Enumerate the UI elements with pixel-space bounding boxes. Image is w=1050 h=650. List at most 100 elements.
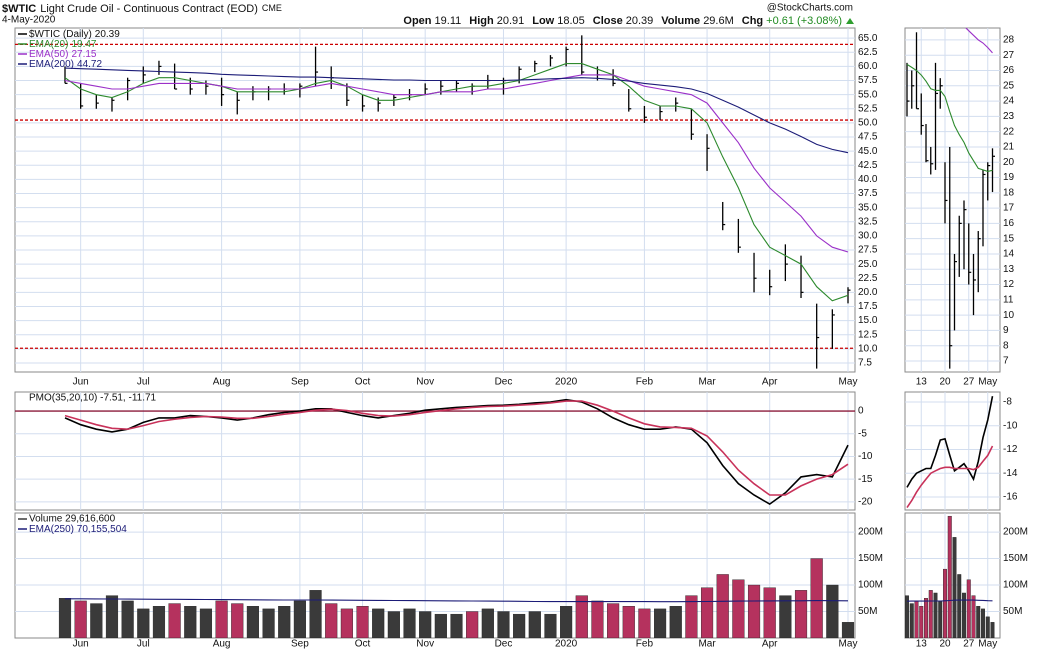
y-tick-label: 52.5 (858, 103, 878, 114)
y-tick-label: 40.0 (858, 174, 878, 185)
volume-bar (481, 608, 494, 638)
x-tick-label: 13 (916, 639, 928, 650)
y-tick-label: 11 (1003, 294, 1014, 305)
volume-bar (215, 600, 228, 638)
quote-label: Open (403, 15, 431, 27)
volume-bar (938, 600, 943, 638)
y-tick-label: 0 (858, 406, 864, 417)
volume-bar (990, 622, 995, 638)
y-tick-label: 13 (1003, 264, 1015, 275)
y-tick-label: 28 (1003, 35, 1015, 46)
volume-bar (528, 611, 541, 638)
volume-bar (747, 584, 761, 638)
y-tick-label: 27 (1003, 50, 1015, 61)
y-tick-label: -10 (1003, 420, 1018, 431)
y-tick-label: 60.0 (858, 61, 878, 72)
symbol: $WTIC (2, 3, 36, 15)
exchange: CME (262, 3, 282, 13)
x-tick-label: 2020 (555, 639, 578, 650)
x-tick-label: Mar (698, 639, 716, 650)
volume-bar (544, 613, 557, 638)
x-tick-label: 20 (939, 377, 951, 388)
series-line (906, 396, 994, 488)
y-tick-label: 200M (858, 527, 883, 538)
plot (15, 513, 855, 638)
x-tick-label: May (978, 377, 997, 388)
x-tick-label: Jun (73, 377, 89, 388)
x-tick-label: 27 (963, 639, 975, 650)
y-tick-label: 27.5 (858, 245, 878, 256)
y-tick-label: 15 (1003, 233, 1015, 244)
y-tick-label: 14 (1003, 249, 1015, 260)
x-tick-label: Apr (762, 377, 778, 388)
volume-bar (309, 590, 322, 638)
y-tick-label: -8 (1003, 397, 1012, 408)
volume-bar (168, 603, 181, 638)
x-tick-label: 20 (939, 639, 951, 650)
y-tick-label: 50.0 (858, 118, 878, 129)
x-tick-label: Feb (636, 639, 654, 650)
y-tick-label: 35.0 (858, 202, 878, 213)
series-line (65, 598, 849, 603)
quote-label: Low (532, 15, 554, 27)
y-tick-label: 12.5 (858, 329, 878, 340)
y-tick-label: 57.5 (858, 75, 878, 86)
volume-bar (278, 606, 291, 638)
y-tick-label: 22.5 (858, 273, 878, 284)
y-tick-label: 24 (1003, 96, 1015, 107)
legend-name: EMA(50) (29, 49, 68, 60)
y-tick-label: 25 (1003, 80, 1015, 91)
legend-name: EMA(250) 70,155,504 (29, 524, 127, 535)
y-tick-label: 21 (1003, 142, 1015, 153)
quote-value: 20.39 (626, 15, 654, 27)
legend-entry: EMA(250) 70,155,504 (29, 524, 127, 535)
volume-bar (716, 574, 729, 638)
volume-bar (184, 606, 197, 638)
volume-bar (591, 600, 604, 638)
legend-value: 19.47 (71, 39, 96, 50)
y-tick-label: 55.0 (858, 89, 878, 100)
volume-bar (966, 579, 971, 638)
legend-value: 20.39 (95, 29, 120, 40)
volume-bar (779, 595, 792, 638)
x-tick-label: Feb (636, 377, 654, 388)
legend-value: 27.15 (71, 49, 96, 60)
y-tick-label: 8 (1003, 340, 1009, 351)
volume-bar (810, 558, 823, 638)
volume-bar (976, 606, 981, 638)
volume-bar (985, 616, 990, 638)
y-tick-label: 9 (1003, 325, 1009, 336)
volume-bar (919, 606, 924, 638)
credit: @StockCharts.com (767, 3, 853, 14)
x-tick-label: Apr (762, 639, 778, 650)
quote-line: Open 19.11 High 20.91 Low 18.05 Close 20.39 Volu… (403, 15, 842, 27)
volume-bar (262, 608, 275, 638)
legend-entry: EMA(20) 19.47 (29, 39, 97, 50)
volume-bar (700, 587, 714, 638)
volume-bar (325, 603, 338, 638)
legend-entry: EMA(200) 44.72 (29, 59, 102, 70)
plot (15, 392, 855, 510)
series-line (64, 398, 849, 506)
plot (15, 28, 855, 372)
volume-bar (560, 606, 573, 638)
quote-value: 20.91 (497, 15, 525, 27)
series-line (906, 445, 994, 509)
x-tick-label: Mar (698, 377, 716, 388)
volume-bar (928, 590, 933, 638)
y-tick-label: -16 (1003, 492, 1018, 503)
y-tick-label: 100M (858, 580, 883, 591)
x-tick-label: Jun (73, 639, 89, 650)
volume-bar (231, 603, 244, 638)
legend-name: EMA(200) (29, 59, 74, 70)
y-tick-label: 12 (1003, 279, 1015, 290)
y-tick-label: 23 (1003, 111, 1015, 122)
y-tick-label: 42.5 (858, 160, 878, 171)
volume-bar (497, 611, 510, 638)
x-tick-label: Nov (416, 639, 434, 650)
volume-bar (293, 600, 306, 638)
legend-name: EMA(20) (29, 39, 68, 50)
volume-bar (638, 608, 651, 638)
y-tick-label: 17 (1003, 203, 1015, 214)
